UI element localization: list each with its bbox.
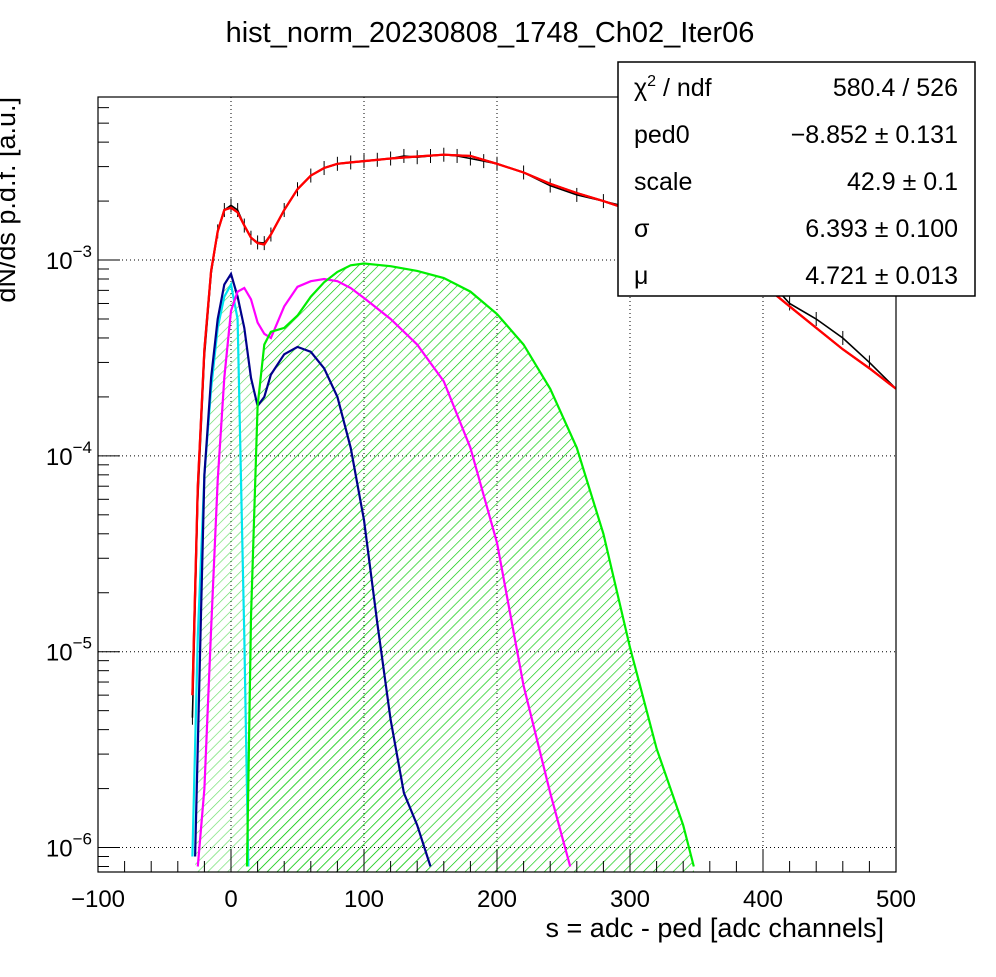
x-tick-label: −100 (71, 886, 125, 913)
series-line-component-2 (196, 277, 572, 867)
y-tick-exponent: −3 (73, 242, 92, 261)
fit-stat-name-sup: 2 (647, 73, 656, 90)
fit-stat-value: −8.852 ± 0.131 (791, 121, 958, 149)
x-tick-label: 200 (477, 886, 517, 913)
x-axis-label: s = adc - ped [adc channels] (546, 913, 884, 943)
fit-stat-name-text: χ (634, 74, 647, 102)
chart-title: hist_norm_20230808_1748_Ch02_Iter06 (226, 17, 755, 49)
fit-stat-value: 42.9 ± 0.1 (847, 168, 958, 196)
fit-stat-name: ped0 (634, 121, 690, 149)
y-tick-label: 10−3 (46, 242, 92, 275)
fit-stats-box: χ2 / ndf 580.4 / 526 ped0 −8.852 ± 0.131 sca… (617, 61, 976, 297)
y-tick-exponent: −5 (73, 634, 92, 653)
y-tick-label: 10−4 (46, 438, 92, 471)
fit-stat-name-text: ped0 (634, 121, 690, 149)
fit-stat-name: σ (634, 215, 650, 243)
y-tick-base: 10 (46, 640, 73, 667)
y-tick-exponent: −4 (73, 438, 92, 457)
series-line-component-1 (194, 271, 432, 867)
fit-stats-rows: χ2 / ndf 580.4 / 526 ped0 −8.852 ± 0.131 sca… (634, 73, 958, 290)
y-tick-label: 10−6 (46, 830, 92, 863)
x-tick-label: 100 (344, 886, 384, 913)
x-tick-label: 500 (876, 886, 916, 913)
series-layer (191, 147, 896, 872)
fit-stat-name-text: scale (634, 168, 692, 196)
fit-stat-name: χ2 / ndf (634, 73, 712, 102)
y-tick-label: 10−5 (46, 634, 92, 667)
fit-stat-name: scale (634, 168, 692, 196)
fit-stat-value: 580.4 / 526 (833, 74, 958, 102)
fit-stat-name-text: μ (634, 262, 648, 290)
y-tick-exponent: −6 (73, 830, 92, 849)
fit-stat-name-text: σ (634, 215, 650, 243)
x-tick-label: 0 (224, 886, 237, 913)
x-tick-label: 300 (610, 886, 650, 913)
y-tick-base: 10 (46, 248, 73, 275)
y-axis-label: dN/ds p.d.f. [a.u.] (0, 97, 21, 303)
series-line-component-0 (191, 281, 250, 867)
fit-stat-name-tail: / ndf (656, 74, 712, 102)
series-fill-component-1 (195, 273, 431, 872)
series-line-component-3 (245, 262, 695, 867)
y-tick-base: 10 (46, 836, 73, 863)
plot-frame (97, 96, 897, 873)
y-tick-base: 10 (46, 444, 73, 471)
fit-stats-frame (617, 61, 976, 297)
fit-stat-value: 4.721 ± 0.013 (805, 262, 958, 290)
x-tick-label: 400 (743, 886, 783, 913)
fit-stat-value: 6.393 ± 0.100 (805, 215, 958, 243)
fit-stat-name: μ (634, 262, 648, 290)
